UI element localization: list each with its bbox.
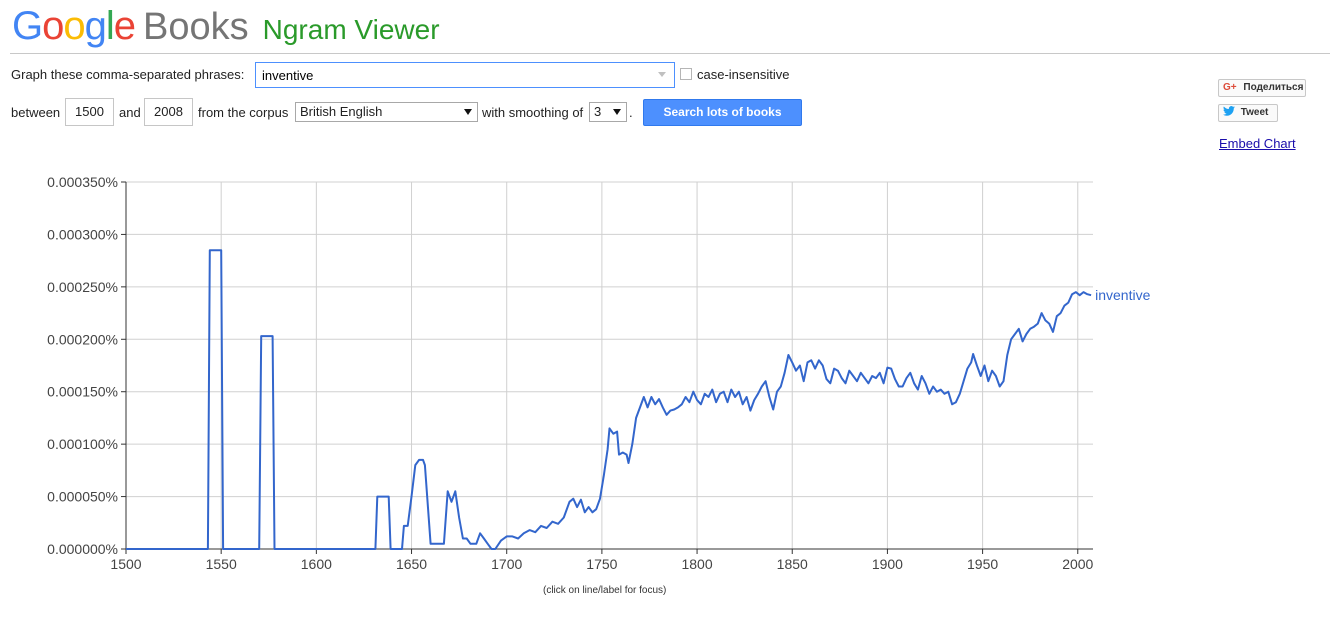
logo-letter: e [113, 4, 136, 48]
y-tick-label: 0.000050% [47, 489, 118, 505]
between-label: between [11, 105, 61, 120]
x-tick-label: 1500 [110, 556, 141, 572]
logo-letter: l [105, 4, 115, 48]
chart-series[interactable]: inventive [126, 249, 1151, 550]
gplus-share-label: Поделиться [1243, 82, 1304, 93]
year-start-input[interactable]: 1500 [65, 98, 114, 126]
logo-books-text: Books [143, 6, 249, 48]
and-label: and [119, 105, 141, 120]
x-axis-ticks: 1500 1550 1600 1650 1700 1750 1800 1850 1900 1950… [110, 549, 1094, 572]
case-insensitive-checkbox[interactable] [680, 68, 692, 80]
phrases-field[interactable] [255, 62, 675, 88]
y-tick-label: 0.000250% [47, 279, 118, 295]
chart-grid [125, 181, 1093, 550]
case-insensitive-label[interactable]: case-insensitive [697, 67, 790, 82]
x-tick-label: 1650 [396, 556, 427, 572]
tweet-label: Tweet [1240, 107, 1269, 118]
chevron-down-icon [613, 109, 621, 115]
x-tick-label: 1800 [681, 556, 712, 572]
corpus-select[interactable]: British English [295, 102, 478, 122]
x-tick-label: 1550 [206, 556, 237, 572]
search-button[interactable]: Search lots of books [643, 99, 802, 126]
phrases-input[interactable] [256, 63, 648, 87]
gplus-share-button[interactable]: G+ Поделиться [1218, 79, 1306, 97]
x-tick-label: 1600 [301, 556, 332, 572]
google-books-logo[interactable]: Google Books Ngram Viewer [12, 4, 440, 50]
header-divider [10, 53, 1330, 54]
series-label-inventive[interactable]: inventive [1095, 287, 1150, 303]
x-tick-label: 1950 [967, 556, 998, 572]
x-tick-label: 2000 [1062, 556, 1093, 572]
smoothing-label: with smoothing of [482, 105, 584, 120]
logo-letter: G [12, 4, 43, 48]
y-tick-label: 0.000100% [47, 436, 118, 452]
x-tick-label: 1700 [491, 556, 522, 572]
x-tick-label: 1900 [872, 556, 903, 572]
y-tick-label: 0.000200% [47, 331, 118, 347]
corpus-selected-value: British English [300, 104, 383, 119]
y-tick-label: 0.000150% [47, 384, 118, 400]
corpus-label: from the corpus [198, 105, 289, 120]
phrases-dropdown-icon[interactable] [658, 72, 666, 77]
tweet-button[interactable]: Tweet [1218, 104, 1278, 122]
smoothing-period: . [629, 105, 633, 120]
smoothing-select[interactable]: 3 [589, 102, 627, 122]
x-tick-label: 1750 [586, 556, 617, 572]
smoothing-selected-value: 3 [594, 104, 602, 119]
year-end-input[interactable]: 2008 [144, 98, 193, 126]
embed-chart-link[interactable]: Embed Chart [1219, 136, 1296, 151]
phrases-label: Graph these comma-separated phrases: [11, 67, 245, 82]
chart-footer-hint: (click on line/label for focus) [543, 585, 667, 596]
logo-letter: g [84, 4, 107, 48]
gplus-icon: G+ [1223, 82, 1237, 93]
logo-letter: o [42, 4, 64, 48]
y-tick-label: 0.000000% [47, 541, 118, 557]
page-title: Ngram Viewer [262, 14, 440, 45]
twitter-bird-icon [1223, 106, 1235, 116]
y-axis-ticks: 0.000000% 0.000050% 0.000100% 0.000150% 0.00… [47, 174, 126, 557]
y-tick-label: 0.000350% [47, 174, 118, 190]
logo-letter: o [63, 4, 85, 48]
series-line-inventive[interactable] [126, 249, 1092, 550]
x-tick-label: 1850 [777, 556, 808, 572]
logo-google-text: Google [12, 4, 136, 49]
chevron-down-icon [464, 109, 472, 115]
y-tick-label: 0.000300% [47, 226, 118, 242]
